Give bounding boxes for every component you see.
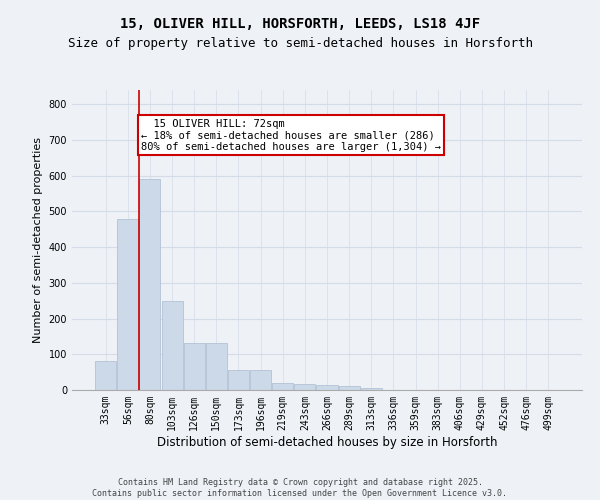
Text: 15, OLIVER HILL, HORSFORTH, LEEDS, LS18 4JF: 15, OLIVER HILL, HORSFORTH, LEEDS, LS18 … xyxy=(120,18,480,32)
Bar xyxy=(361,388,382,390)
Text: 15 OLIVER HILL: 72sqm
← 18% of semi-detached houses are smaller (286)
80% of sem: 15 OLIVER HILL: 72sqm ← 18% of semi-deta… xyxy=(141,118,441,152)
Bar xyxy=(118,218,139,390)
Bar xyxy=(272,383,293,390)
Bar xyxy=(139,180,160,390)
Bar xyxy=(228,370,249,390)
Bar xyxy=(161,300,182,390)
Y-axis label: Number of semi-detached properties: Number of semi-detached properties xyxy=(33,137,43,343)
Text: Contains HM Land Registry data © Crown copyright and database right 2025.
Contai: Contains HM Land Registry data © Crown c… xyxy=(92,478,508,498)
Bar xyxy=(184,342,205,390)
X-axis label: Distribution of semi-detached houses by size in Horsforth: Distribution of semi-detached houses by … xyxy=(157,436,497,448)
Bar xyxy=(250,370,271,390)
Bar xyxy=(206,342,227,390)
Bar xyxy=(95,362,116,390)
Bar xyxy=(316,385,338,390)
Text: Size of property relative to semi-detached houses in Horsforth: Size of property relative to semi-detach… xyxy=(67,38,533,51)
Bar xyxy=(295,384,316,390)
Bar xyxy=(338,386,359,390)
